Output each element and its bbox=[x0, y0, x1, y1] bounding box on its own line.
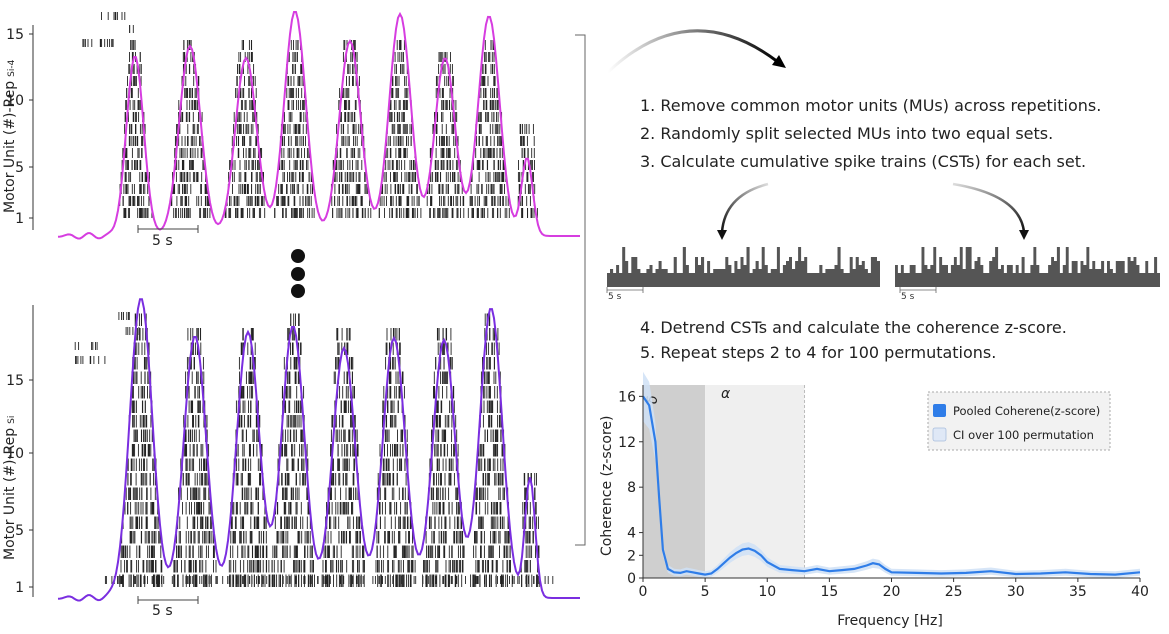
step-1-text: 1. Remove common motor units (MUs) acros… bbox=[640, 96, 1101, 115]
coherence-chart: δ α 0 5 10 15 20 25 30 35 40 0 2 4 8 12 16 Frequency … bbox=[599, 371, 1149, 629]
x-tick-label: 15 bbox=[820, 584, 838, 600]
bottom-ytick-10: 10 bbox=[6, 446, 24, 462]
y-tick-label: 2 bbox=[627, 548, 636, 564]
steps-list-a: 1. Remove common motor units (MUs) acros… bbox=[640, 96, 1101, 171]
top-ytick-1: 1 bbox=[15, 211, 24, 227]
x-tick-label: 20 bbox=[883, 584, 901, 600]
top-scalebar-label: 5 s bbox=[152, 233, 173, 249]
bottom-ytick-1: 1 bbox=[15, 580, 24, 596]
y-tick-label: 4 bbox=[627, 526, 636, 542]
coherence-legend: Pooled Coherene(z-score) CI over 100 per… bbox=[927, 391, 1111, 451]
cst-right-scalebar-label: 5 s bbox=[901, 292, 915, 302]
y-tick-label: 8 bbox=[627, 480, 636, 496]
bottom-scalebar: 5 s bbox=[137, 596, 199, 619]
step-2-text: 2. Randomly split selected MUs into two … bbox=[640, 124, 1053, 143]
legend-pooled-label: Pooled Coherene(z-score) bbox=[953, 404, 1100, 418]
legend-ci-label: CI over 100 permutation bbox=[953, 428, 1094, 442]
x-tick-label: 40 bbox=[1131, 584, 1149, 600]
step-4-text: 4. Detrend CSTs and calculate the cohere… bbox=[640, 318, 1067, 337]
steps-list-b: 4. Detrend CSTs and calculate the cohere… bbox=[640, 318, 1067, 362]
coherence-x-axis-label: Frequency [Hz] bbox=[837, 613, 943, 629]
x-tick-label: 10 bbox=[758, 584, 776, 600]
x-tick-label: 30 bbox=[1007, 584, 1025, 600]
bottom-raster-panel: 1 5 10 15 Motor Unit (#)-RepSi 5 s bbox=[2, 298, 580, 619]
legend-swatch-pooled bbox=[933, 404, 946, 417]
top-scalebar: 5 s bbox=[137, 225, 199, 249]
top-ytick-10: 10 bbox=[6, 93, 24, 109]
band-alpha-label: α bbox=[721, 386, 731, 402]
cst-left-trace bbox=[607, 247, 880, 287]
coherence-y-axis-label: Coherence (z-score) bbox=[599, 416, 615, 556]
cst-left-panel: 5 s bbox=[606, 247, 880, 302]
grouping-bracket bbox=[575, 34, 586, 546]
legend-swatch-ci bbox=[932, 427, 947, 442]
legend-box bbox=[927, 391, 1111, 451]
y-tick-label: 12 bbox=[618, 435, 636, 451]
top-ytick-5: 5 bbox=[15, 160, 24, 176]
x-tick-label: 25 bbox=[945, 584, 963, 600]
cst-right-panel: 5 s bbox=[895, 247, 1160, 302]
coherence-y-ticks: 0 2 4 8 12 16 bbox=[618, 389, 643, 587]
split-arrow-left bbox=[717, 182, 769, 240]
bottom-y-ticks: 1 5 10 15 bbox=[6, 373, 33, 596]
cst-right-trace bbox=[895, 247, 1160, 287]
x-tick-label: 35 bbox=[1069, 584, 1087, 600]
bottom-y-axis-label: Motor Unit (#)-RepSi bbox=[2, 416, 18, 560]
y-tick-label: 16 bbox=[618, 389, 636, 405]
top-y-axis-label: Motor Unit (#)-RepSi-4 bbox=[2, 59, 18, 213]
band-delta-label: δ bbox=[645, 395, 661, 404]
step-5-text: 5. Repeat steps 2 to 4 for 100 permutati… bbox=[640, 343, 996, 362]
step-3-text: 3. Calculate cumulative spike trains (CS… bbox=[640, 152, 1086, 171]
bottom-smoothed-discharge-curve bbox=[57, 298, 580, 602]
top-y-ticks: 1 5 10 15 bbox=[6, 27, 33, 227]
x-tick-label: 5 bbox=[701, 584, 710, 600]
top-raster-panel: 1 5 10 15 Motor Unit (#)-RepSi-4 5 s bbox=[2, 11, 580, 249]
coherence-series-line bbox=[642, 395, 1141, 576]
y-tick-label: 0 bbox=[627, 571, 636, 587]
bottom-scalebar-label: 5 s bbox=[152, 603, 173, 619]
top-ytick-15: 15 bbox=[6, 27, 24, 43]
cst-left-scalebar-label: 5 s bbox=[608, 292, 622, 302]
bottom-ytick-5: 5 bbox=[15, 523, 24, 539]
top-smoothed-discharge-curve bbox=[57, 11, 580, 240]
process-arrow bbox=[606, 29, 786, 74]
coherence-x-ticks: 0 5 10 15 20 25 30 35 40 bbox=[639, 578, 1149, 600]
bottom-ytick-15: 15 bbox=[6, 373, 24, 389]
split-arrow-right bbox=[952, 182, 1029, 240]
x-tick-label: 0 bbox=[639, 584, 648, 600]
repetition-ellipsis bbox=[291, 249, 305, 298]
